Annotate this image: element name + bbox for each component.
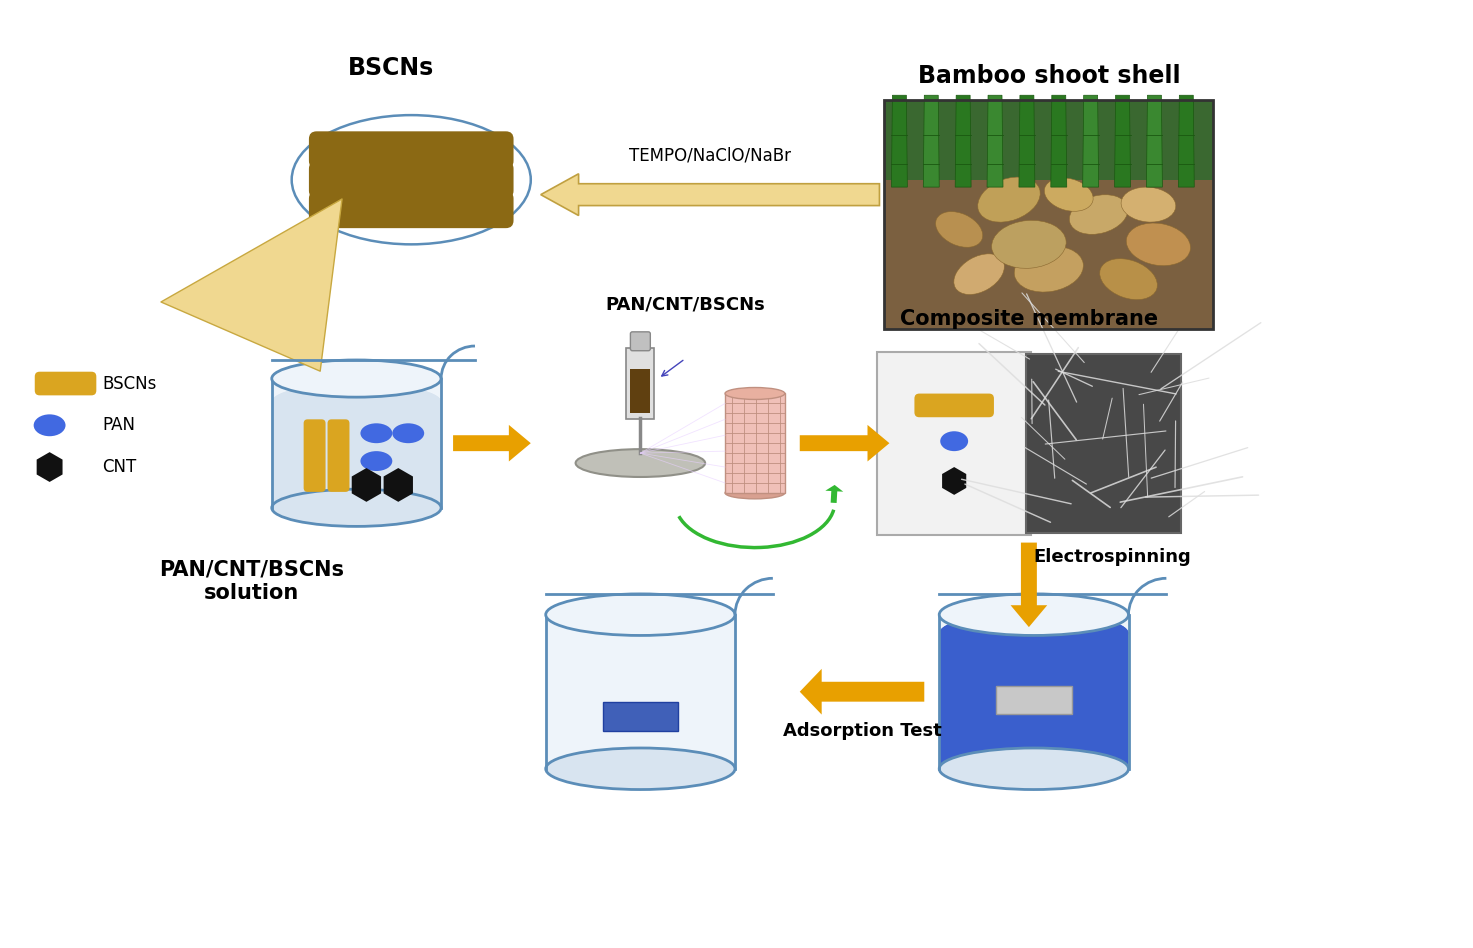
Polygon shape (1083, 95, 1099, 187)
FancyBboxPatch shape (878, 352, 1031, 535)
Ellipse shape (271, 360, 440, 397)
Ellipse shape (725, 487, 785, 499)
Ellipse shape (271, 383, 440, 420)
Polygon shape (1115, 95, 1130, 187)
FancyBboxPatch shape (996, 685, 1072, 714)
Polygon shape (924, 95, 940, 187)
Ellipse shape (1100, 259, 1158, 300)
Ellipse shape (361, 424, 392, 443)
Ellipse shape (725, 388, 785, 399)
Text: PAN/CNT/BSCNs
solution: PAN/CNT/BSCNs solution (159, 559, 345, 603)
Polygon shape (891, 95, 907, 187)
Polygon shape (271, 378, 440, 508)
Text: CNT: CNT (103, 458, 137, 476)
Text: TEMPO/NaClO/NaBr: TEMPO/NaClO/NaBr (629, 147, 791, 165)
Polygon shape (1146, 95, 1162, 187)
Polygon shape (884, 100, 1214, 329)
Ellipse shape (940, 748, 1128, 790)
Polygon shape (271, 383, 440, 508)
FancyBboxPatch shape (309, 132, 514, 169)
Ellipse shape (978, 177, 1040, 222)
Ellipse shape (1121, 187, 1175, 222)
Polygon shape (884, 100, 1214, 180)
Ellipse shape (34, 414, 65, 436)
FancyArrow shape (541, 173, 879, 215)
FancyBboxPatch shape (303, 419, 326, 492)
FancyArrow shape (454, 425, 530, 462)
FancyBboxPatch shape (630, 369, 650, 413)
Text: Bamboo shoot shell: Bamboo shoot shell (918, 64, 1180, 88)
FancyBboxPatch shape (626, 348, 654, 419)
Text: BSCNs: BSCNs (103, 374, 156, 392)
Polygon shape (1050, 95, 1066, 187)
Ellipse shape (991, 220, 1066, 268)
FancyBboxPatch shape (602, 702, 678, 732)
Text: BSCNs: BSCNs (348, 56, 435, 81)
FancyArrow shape (825, 485, 843, 503)
Polygon shape (1019, 95, 1036, 187)
Text: Adsorption Test: Adsorption Test (782, 721, 941, 739)
Text: PAN: PAN (103, 416, 136, 434)
FancyBboxPatch shape (915, 393, 994, 417)
Polygon shape (940, 612, 1128, 769)
Polygon shape (940, 614, 1128, 769)
Polygon shape (987, 95, 1003, 187)
Ellipse shape (940, 612, 1128, 654)
Ellipse shape (1044, 178, 1093, 211)
Ellipse shape (1127, 223, 1190, 265)
FancyArrow shape (800, 425, 890, 462)
Ellipse shape (545, 748, 735, 790)
FancyBboxPatch shape (630, 332, 650, 351)
FancyArrow shape (1010, 542, 1047, 627)
Ellipse shape (935, 211, 982, 247)
Polygon shape (955, 95, 971, 187)
Polygon shape (37, 452, 62, 482)
Ellipse shape (1069, 194, 1128, 234)
FancyBboxPatch shape (327, 419, 349, 492)
Text: PAN/CNT/BSCNs: PAN/CNT/BSCNs (605, 296, 764, 314)
Polygon shape (383, 468, 412, 501)
Ellipse shape (392, 424, 424, 443)
FancyBboxPatch shape (309, 191, 514, 228)
FancyBboxPatch shape (1027, 354, 1181, 533)
FancyArrow shape (800, 669, 924, 715)
Polygon shape (1178, 95, 1195, 187)
Polygon shape (545, 614, 735, 769)
Ellipse shape (545, 593, 735, 635)
Ellipse shape (940, 431, 968, 451)
Ellipse shape (292, 115, 530, 245)
Ellipse shape (1015, 246, 1083, 292)
Polygon shape (352, 468, 382, 501)
Ellipse shape (940, 593, 1128, 635)
Polygon shape (943, 467, 966, 495)
FancyBboxPatch shape (309, 161, 514, 198)
Text: Composite membrane: Composite membrane (900, 309, 1158, 329)
Polygon shape (725, 393, 785, 493)
Ellipse shape (576, 449, 706, 477)
Ellipse shape (361, 451, 392, 471)
Ellipse shape (271, 489, 440, 526)
FancyBboxPatch shape (35, 372, 96, 395)
Text: Electrospinning: Electrospinning (1034, 548, 1192, 566)
Ellipse shape (955, 254, 1005, 295)
